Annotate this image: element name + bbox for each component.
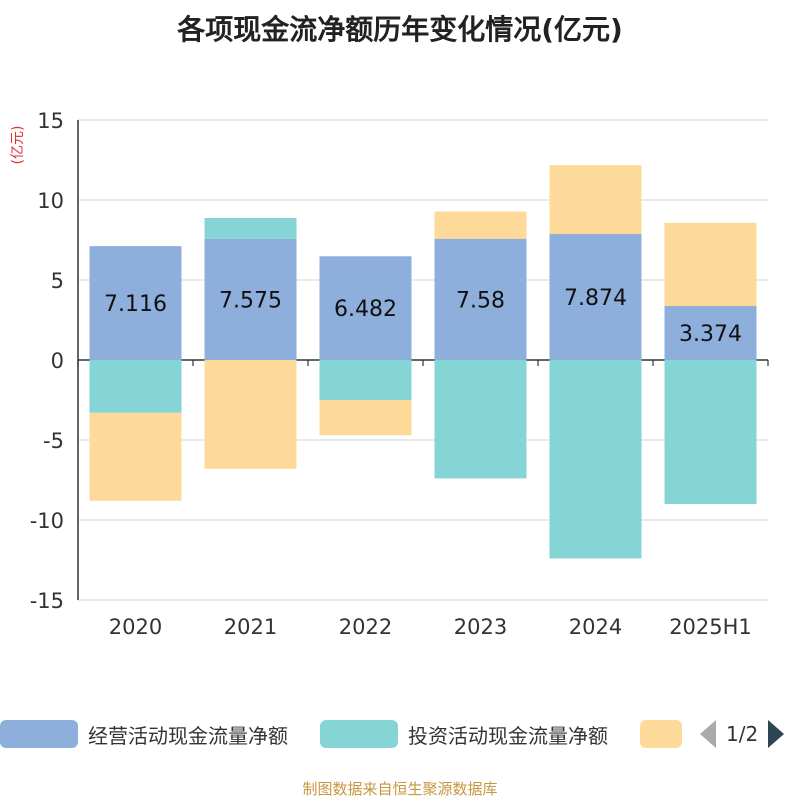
bar-segment: [204, 218, 297, 239]
data-label: 7.575: [219, 288, 282, 313]
bar-segment: [434, 238, 527, 360]
bar-segment: [549, 360, 642, 559]
bar-segment: [434, 211, 527, 239]
bar-segment: [664, 360, 757, 504]
bar-segment: [319, 400, 412, 436]
y-tick-label: -5: [43, 429, 64, 453]
bar-segment: [434, 360, 527, 479]
x-tick-label: 2020: [109, 615, 162, 639]
legend-label-operating: 经营活动现金流量净额: [88, 723, 288, 748]
bar-segment: [204, 360, 297, 469]
x-tick-label: 2025H1: [669, 615, 752, 639]
legend-next-arrow-icon[interactable]: [768, 720, 785, 748]
chart-area: 15 10 5 0 -5 -10 -15 2020 2021 2022 2023 2024 2025H1…: [10, 109, 769, 639]
legend-item-third[interactable]: [640, 712, 682, 756]
bar-segment: [549, 165, 642, 235]
bar-segment: [89, 412, 182, 501]
legend-pager: 1/2: [700, 712, 785, 756]
bar-segment: [89, 246, 182, 360]
legend: 经营活动现金流量净额 投资活动现金流量净额: [0, 712, 800, 756]
bar-segment: [319, 360, 412, 400]
bar-segment: [549, 234, 642, 360]
y-tick-label: 10: [37, 189, 64, 213]
data-label: 7.116: [104, 292, 167, 317]
bar-segment: [89, 360, 182, 413]
legend-prev-arrow-icon[interactable]: [700, 720, 716, 748]
bar-segment: [204, 238, 297, 360]
legend-item-operating[interactable]: 经营活动现金流量净额: [0, 712, 288, 756]
x-tick-label: 2022: [339, 615, 392, 639]
axes: 15 10 5 0 -5 -10 -15 2020 2021 2022 2023 2024 2025H1: [30, 109, 769, 639]
y-tick-label: 0: [51, 349, 64, 373]
y-tick-label: 5: [51, 269, 64, 293]
bars: [89, 165, 757, 559]
x-tick-label: 2023: [454, 615, 507, 639]
bar-segment: [664, 222, 757, 307]
legend-page-indicator: 1/2: [726, 722, 759, 746]
x-tick-label: 2024: [569, 615, 622, 639]
legend-item-investing[interactable]: 投资活动现金流量净额: [320, 712, 608, 756]
data-source-note: 制图数据来自恒生聚源数据库: [302, 780, 498, 798]
chart-title: 各项现金流净额历年变化情况(亿元): [177, 13, 623, 46]
bar-segment: [319, 256, 412, 360]
y-tick-label: -15: [30, 589, 64, 613]
legend-swatch-investing: [320, 720, 398, 748]
data-label: 3.374: [679, 322, 742, 347]
data-label: 7.874: [564, 286, 627, 311]
bar-segment: [664, 306, 757, 360]
data-label: 7.58: [456, 288, 505, 313]
data-label: 6.482: [334, 297, 397, 322]
data-labels: 7.116 7.575 6.482 7.58 7.874 3.374: [104, 286, 742, 347]
y-tick-label: 15: [37, 109, 64, 133]
legend-label-investing: 投资活动现金流量净额: [408, 723, 608, 748]
legend-swatch-operating: [0, 720, 78, 748]
y-axis-unit-label: (亿元): [10, 126, 26, 165]
y-tick-label: -10: [30, 509, 64, 533]
legend-swatch-third: [640, 720, 682, 748]
x-tick-label: 2021: [224, 615, 277, 639]
